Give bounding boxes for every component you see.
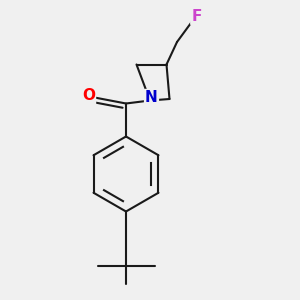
Text: O: O — [82, 88, 95, 104]
Text: N: N — [145, 90, 158, 105]
Text: F: F — [191, 9, 202, 24]
